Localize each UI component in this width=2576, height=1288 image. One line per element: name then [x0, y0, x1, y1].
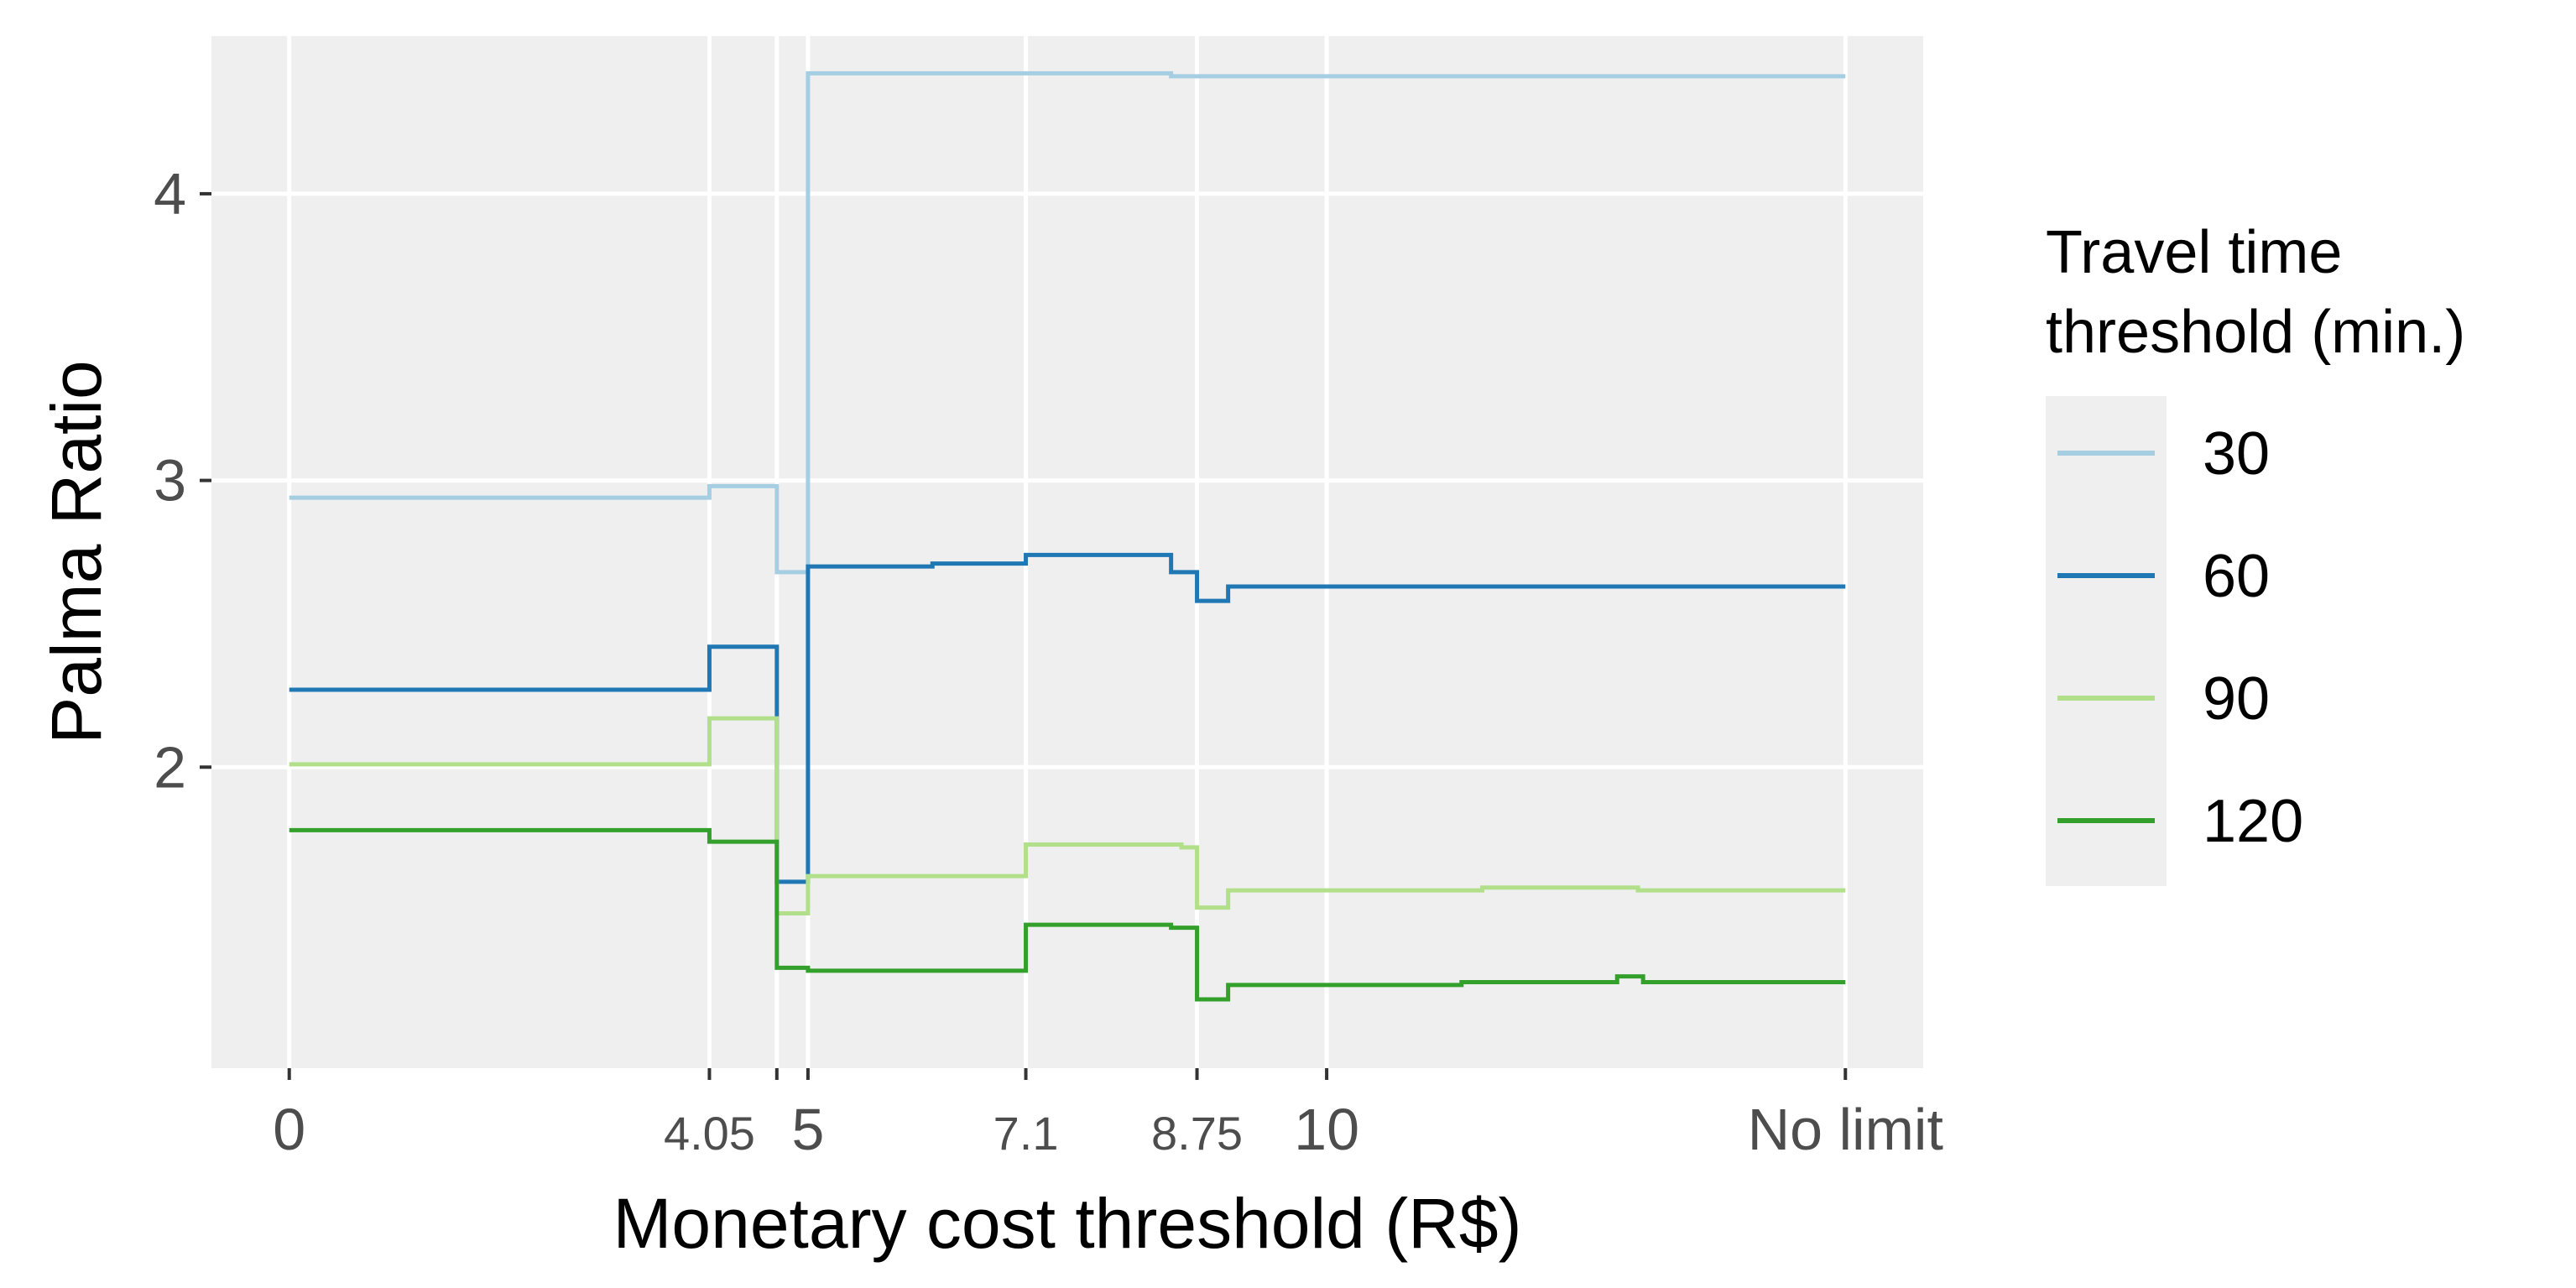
legend-label-120: 120	[2203, 788, 2303, 855]
legend-label-30: 30	[2203, 420, 2270, 488]
legend-title-line-2: threshold (min.)	[2046, 299, 2465, 366]
series-line-120	[289, 827, 1846, 1002]
series-line-60	[289, 552, 1846, 884]
axis-ticks	[200, 191, 1848, 1080]
y-tick-label-3: 3	[154, 448, 186, 514]
x-axis-title: Monetary cost threshold (R$)	[613, 1184, 1521, 1263]
x-tick-label-8-75: 8.75	[1151, 1107, 1243, 1160]
x-tick-label-0: 0	[273, 1097, 305, 1162]
x-tick-label-5: 5	[791, 1097, 824, 1162]
legend-label-90: 90	[2203, 665, 2270, 733]
legend-title-line-1: Travel time	[2046, 219, 2342, 286]
y-tick-label-2: 2	[154, 734, 186, 800]
x-tick-label-10: 10	[1294, 1097, 1359, 1162]
series-line-30	[289, 70, 1846, 575]
x-tick-labels: 0 4.05 5 7.1 8.75 10 No limit	[273, 1097, 1943, 1162]
x-tick-label-4-05: 4.05	[664, 1107, 755, 1160]
series-lines	[289, 70, 1846, 1002]
plot-panel	[211, 36, 1923, 1068]
legend-key-background	[2046, 396, 2167, 886]
x-tick-label-7-1: 7.1	[993, 1107, 1059, 1160]
legend-entries: 30 60 90 120	[2057, 420, 2303, 855]
series-line-90	[289, 716, 1846, 915]
legend: Travel time threshold (min.) 30 60 90 120	[2046, 219, 2465, 886]
x-tick-label-no-limit: No limit	[1748, 1097, 1943, 1162]
y-axis-title: Palma Ratio	[37, 360, 116, 744]
y-tick-label-4: 4	[154, 161, 186, 227]
legend-label-60: 60	[2203, 543, 2270, 610]
y-tick-labels: 2 3 4	[154, 161, 186, 800]
